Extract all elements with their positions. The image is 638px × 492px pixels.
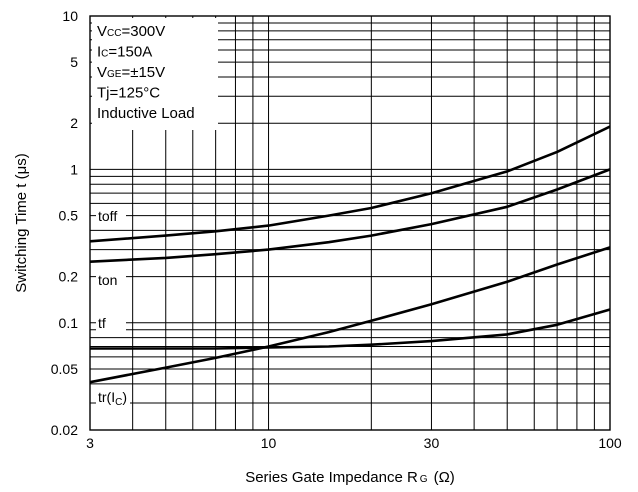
grid — [90, 16, 610, 430]
series-label-toff: toff — [98, 208, 117, 224]
y-tick-label: 0.5 — [59, 208, 79, 224]
y-tick-labels: 0.02 0.05 0.1 0.2 0.5 1 2 5 10 — [51, 8, 78, 438]
series-labels: toff ton tf tr(IC) — [96, 208, 130, 408]
series-line-tric — [89, 246, 611, 384]
y-tick-label: 10 — [62, 8, 78, 24]
x-axis-label-main: Series Gate Impedance R — [245, 469, 418, 486]
series-line-tf — [90, 308, 611, 350]
condition-line: Tj=125°C — [97, 85, 160, 102]
y-tick-label: 0.1 — [59, 315, 79, 331]
x-tick-label: 3 — [86, 435, 94, 451]
x-tick-label: 100 — [598, 435, 622, 451]
x-axis-label-unit: (Ω) — [434, 469, 455, 486]
series-label-tf: tf — [98, 315, 106, 331]
y-tick-label: 0.2 — [59, 269, 79, 285]
curves — [89, 125, 611, 384]
conditions-legend-box — [92, 18, 218, 130]
x-tick-label: 30 — [424, 435, 440, 451]
plot-frame — [89, 15, 611, 431]
condition-line: VGE=±15V — [97, 64, 165, 81]
x-axis-label: Series Gate Impedance R G (Ω) — [245, 469, 455, 486]
condition-line: Inductive Load — [97, 105, 195, 122]
y-axis-label: Switching Time t (μs) — [13, 153, 30, 293]
y-tick-label: 0.05 — [51, 361, 78, 377]
y-tick-label: 5 — [70, 54, 78, 70]
series-label-backing — [96, 316, 126, 332]
x-axis-label-subscript: G — [420, 474, 428, 485]
series-label-ton: ton — [98, 272, 117, 288]
series-label-backing — [96, 390, 130, 406]
y-tick-label: 1 — [70, 161, 78, 177]
y-tick-label: 2 — [70, 115, 78, 131]
series-label-backing — [96, 273, 126, 289]
series-label-tric: tr(IC) — [98, 389, 127, 408]
conditions-legend: VCC=300V IC=150A VGE=±15V Tj=125°C Inductive… — [92, 18, 218, 130]
condition-line: IC=150A — [97, 44, 152, 61]
series-label-backing — [96, 209, 126, 225]
series-line-toff — [89, 125, 611, 243]
condition-line: VCC=300V — [97, 23, 165, 40]
x-tick-label: 10 — [261, 435, 277, 451]
series-line-ton — [89, 168, 611, 263]
x-tick-labels: 3 10 30 100 — [86, 435, 622, 451]
y-tick-label: 0.02 — [51, 422, 78, 438]
